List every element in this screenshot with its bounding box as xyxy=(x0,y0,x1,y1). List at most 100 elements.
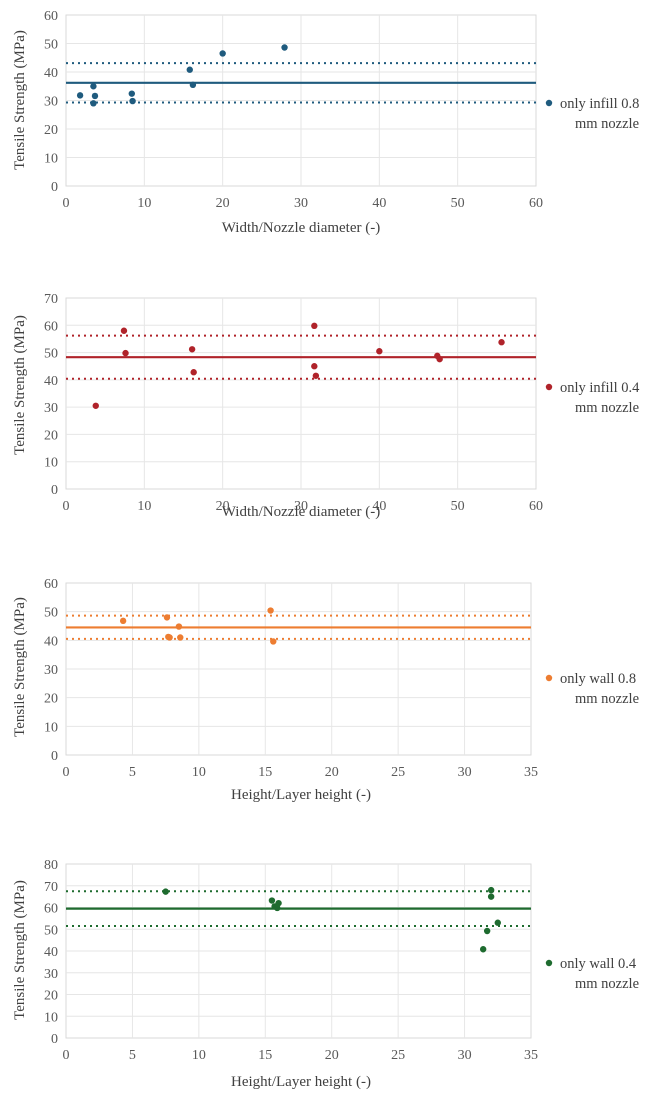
data-point xyxy=(494,919,501,926)
chart-wall-04: 0 10 20 30 40 50 60 70 80 0 5 10 15 20 25 30 35 Tensile … xyxy=(0,834,661,1095)
y-axis-title: Tensile Strength (MPa) xyxy=(12,880,28,1020)
y-tick-label: 10 xyxy=(44,152,58,167)
data-point xyxy=(91,92,99,100)
legend-line2: mm nozzle xyxy=(575,116,639,132)
data-point xyxy=(270,638,277,645)
x-tick-label: 15 xyxy=(258,1048,272,1063)
y-tick-label: 50 xyxy=(44,38,58,53)
y-tick-label: 40 xyxy=(44,66,58,81)
y-tick-label: 50 xyxy=(44,923,58,938)
x-tick-label: 20 xyxy=(216,196,230,211)
data-point xyxy=(498,339,505,346)
x-tick-label: 30 xyxy=(458,765,472,780)
y-tick-label: 30 xyxy=(44,663,58,678)
y-tick-label: 30 xyxy=(44,967,58,982)
data-point xyxy=(166,634,173,641)
data-point xyxy=(177,634,184,641)
data-point xyxy=(128,90,135,97)
data-point xyxy=(312,372,320,379)
x-axis-title: Width/Nozzle diameter (-) xyxy=(222,220,381,236)
x-tick-label: 0 xyxy=(63,1048,70,1063)
x-tick-label: 20 xyxy=(325,1048,339,1063)
y-tick-label: 50 xyxy=(44,606,58,621)
x-tick-label: 30 xyxy=(294,196,308,211)
data-point xyxy=(376,348,383,355)
chart-svg: 0 10 20 30 40 50 60 0 10 20 30 40 50 60 Tensile Stren… xyxy=(12,9,639,236)
x-tick-label: 25 xyxy=(391,1048,405,1063)
y-tick-label: 10 xyxy=(44,456,58,471)
y-tick-label: 0 xyxy=(51,180,58,195)
legend-line1: only infill 0.4 xyxy=(560,380,640,396)
x-tick-label: 35 xyxy=(524,765,538,780)
x-tick-label: 10 xyxy=(192,1048,206,1063)
y-tick-label: 40 xyxy=(44,945,58,960)
y-tick-label: 0 xyxy=(51,1032,58,1047)
data-point xyxy=(90,83,97,90)
y-tick-label: 30 xyxy=(44,401,58,416)
data-point xyxy=(186,66,193,73)
data-point xyxy=(163,614,171,621)
data-point xyxy=(76,92,84,99)
y-tick-label: 20 xyxy=(44,692,58,707)
data-point xyxy=(268,897,276,904)
y-tick-label: 70 xyxy=(44,292,58,307)
y-tick-label: 20 xyxy=(44,123,58,138)
y-tick-label: 40 xyxy=(44,374,58,389)
legend-line1: only wall 0.4 xyxy=(560,956,637,972)
legend-line2: mm nozzle xyxy=(575,400,639,416)
legend-marker xyxy=(545,674,553,682)
y-tick-label: 20 xyxy=(44,428,58,443)
y-tick-label: 50 xyxy=(44,347,58,362)
x-tick-label: 25 xyxy=(391,765,405,780)
y-tick-label: 30 xyxy=(44,95,58,110)
legend-line1: only wall 0.8 xyxy=(560,671,636,687)
y-axis-title: Tensile Strength (MPa) xyxy=(12,30,28,170)
data-point xyxy=(189,81,197,89)
x-tick-label: 60 xyxy=(529,499,543,514)
legend-line2: mm nozzle xyxy=(575,691,639,707)
y-tick-label: 60 xyxy=(44,902,58,917)
chart-svg: 0 10 20 30 40 50 60 70 80 0 5 10 15 20 25 30 35 Tensile … xyxy=(12,858,639,1090)
x-tick-label: 35 xyxy=(524,1048,538,1063)
data-point xyxy=(436,355,443,363)
chart-infill-08: 0 10 20 30 40 50 60 0 10 20 30 40 50 60 Tensile Stren… xyxy=(0,0,661,278)
y-tick-label: 80 xyxy=(44,858,58,873)
x-axis-title: Width/Nozzle diameter (-) xyxy=(222,504,381,520)
data-point xyxy=(267,607,274,614)
y-tick-label: 70 xyxy=(44,880,58,895)
legend-marker xyxy=(545,959,553,967)
legend-marker xyxy=(545,383,553,391)
y-tick-label: 20 xyxy=(44,989,58,1004)
data-point xyxy=(175,623,183,630)
legend-line1: only infill 0.8 xyxy=(560,96,639,112)
y-tick-label: 0 xyxy=(51,483,58,498)
data-point xyxy=(190,369,197,376)
y-tick-label: 60 xyxy=(44,9,58,24)
y-axis-title: Tensile Strength (MPa) xyxy=(12,315,28,455)
x-tick-label: 30 xyxy=(458,1048,472,1063)
data-point xyxy=(483,927,491,935)
chart-infill-04: 0 10 20 30 40 50 60 70 0 10 20 30 40 50 60 Tensile Str… xyxy=(0,278,661,556)
x-tick-label: 20 xyxy=(325,765,339,780)
x-tick-label: 40 xyxy=(372,196,386,211)
data-point xyxy=(188,346,196,353)
x-tick-label: 5 xyxy=(129,765,136,780)
x-tick-label: 0 xyxy=(63,765,70,780)
data-point xyxy=(90,100,97,107)
data-point xyxy=(219,50,226,57)
x-tick-label: 20 xyxy=(216,499,230,514)
y-tick-label: 0 xyxy=(51,749,58,764)
x-tick-label: 30 xyxy=(294,499,308,514)
y-tick-label: 10 xyxy=(44,720,58,735)
legend-marker xyxy=(545,99,553,107)
y-tick-label: 60 xyxy=(44,577,58,592)
data-point xyxy=(119,617,127,625)
data-point xyxy=(281,44,288,51)
data-point xyxy=(122,349,129,357)
data-point xyxy=(162,888,169,895)
chart-svg: 0 10 20 30 40 50 60 70 0 10 20 30 40 50 60 Tensile Str… xyxy=(12,292,640,520)
data-point xyxy=(129,97,136,105)
x-axis-title: Height/Layer height (-) xyxy=(231,787,371,803)
x-tick-label: 50 xyxy=(451,196,465,211)
data-point xyxy=(311,363,318,370)
